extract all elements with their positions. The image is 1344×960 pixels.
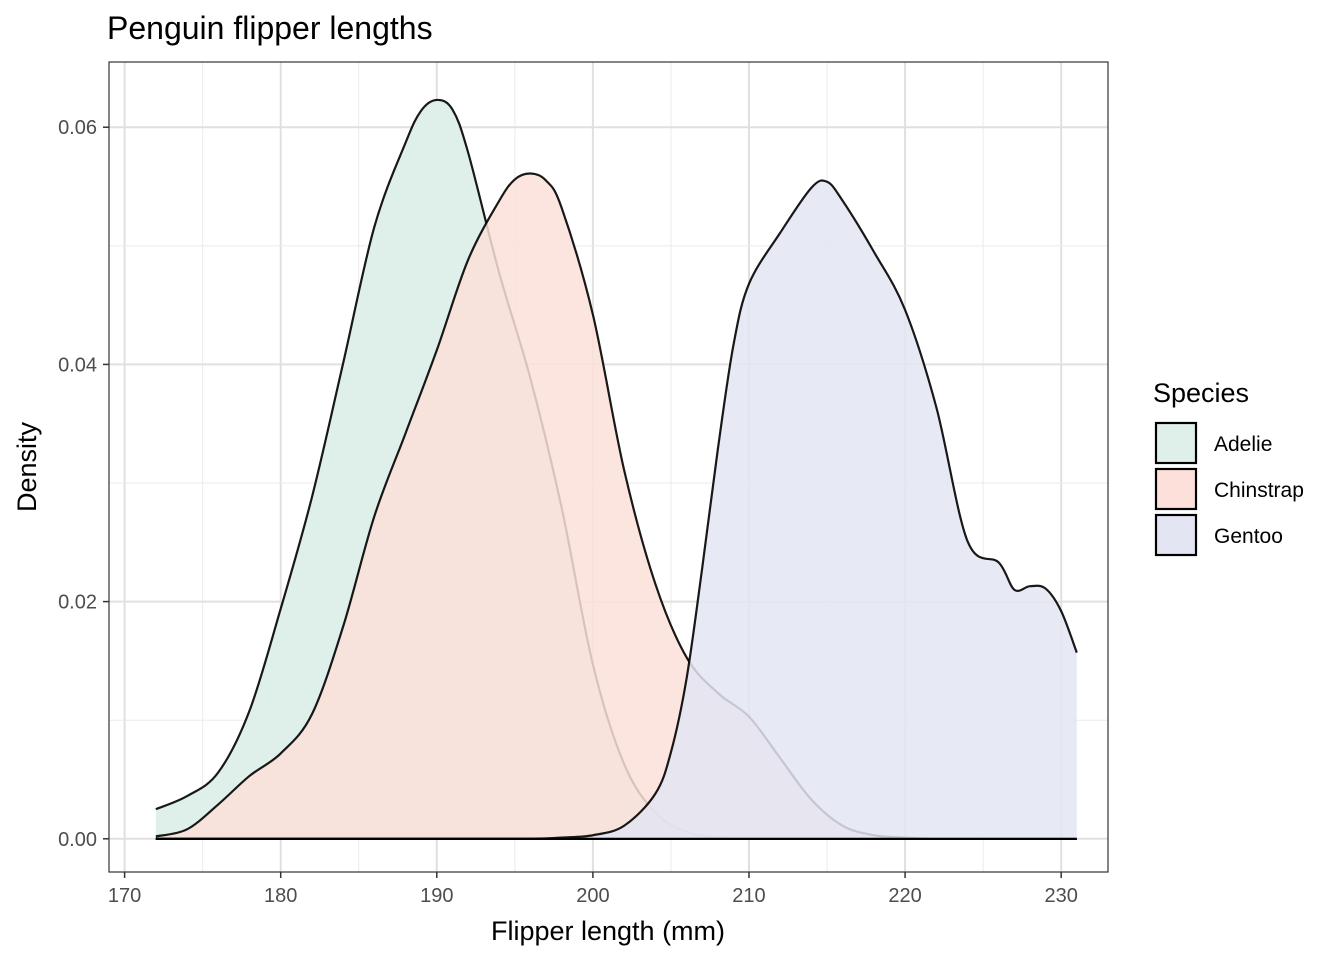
density-line-gentoo: [155, 179, 1078, 840]
x-axis-title: Flipper length (mm): [491, 916, 725, 946]
x-tick-label: 230: [1044, 885, 1077, 907]
legend-key-adelie: [1154, 421, 1198, 465]
legend: Species Adelie Chinstrap Gentoo: [1153, 378, 1304, 557]
x-tick-label: 210: [732, 885, 765, 907]
y-axis-title: Density: [12, 421, 42, 512]
plot-border: [108, 61, 1109, 873]
legend-title: Species: [1153, 378, 1249, 408]
y-axis: 0.00 0.02 0.04 0.06: [58, 117, 109, 851]
x-tick-label: 200: [576, 885, 609, 907]
y-tick-label: 0.02: [58, 592, 97, 614]
density-areas: [155, 98, 1078, 840]
x-tick-label: 190: [420, 885, 453, 907]
legend-key-chinstrap: [1154, 467, 1198, 511]
legend-label-gentoo: Gentoo: [1214, 525, 1283, 548]
x-tick-label: 220: [888, 885, 921, 907]
density-area-chinstrap: [155, 173, 1077, 839]
chart-title: Penguin flipper lengths: [107, 10, 433, 46]
x-tick-label: 170: [108, 885, 141, 907]
density-area-gentoo: [155, 180, 1077, 839]
y-tick-label: 0.04: [58, 354, 97, 376]
x-tick-label: 180: [264, 885, 297, 907]
y-tick-label: 0.00: [58, 829, 97, 851]
legend-label-adelie: Adelie: [1214, 433, 1272, 456]
x-axis: 170 180 190 200 210 220 230: [108, 872, 1078, 907]
legend-key-gentoo: [1154, 513, 1198, 557]
y-tick-label: 0.06: [58, 117, 97, 139]
legend-label-chinstrap: Chinstrap: [1214, 479, 1304, 502]
